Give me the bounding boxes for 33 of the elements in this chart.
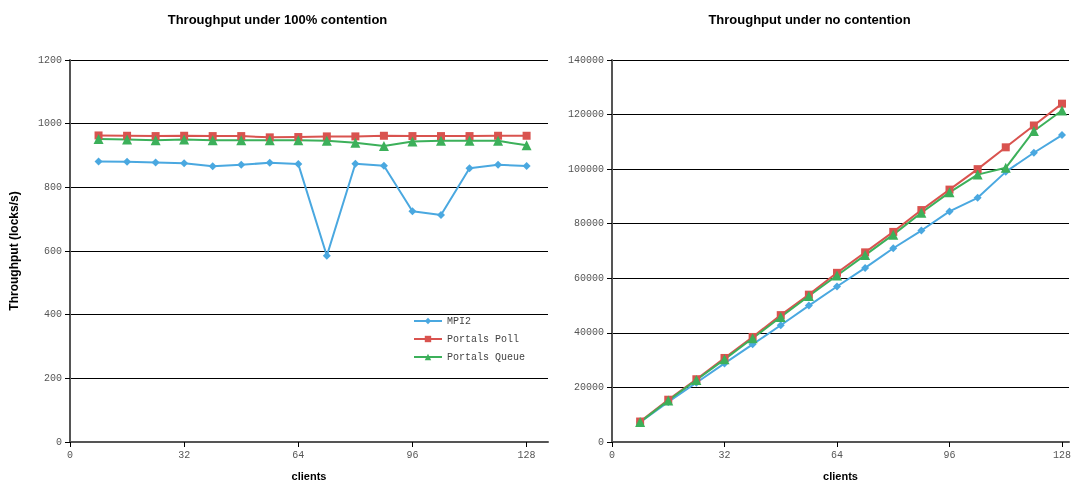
y-tick-label: 40000: [573, 327, 604, 339]
x-axis-title: clients: [823, 469, 858, 482]
y-tick-label: 120000: [567, 109, 604, 121]
y-tick-label: 600: [43, 245, 62, 257]
y-tick-label: 1000: [37, 118, 62, 130]
y-tick-label: 60000: [573, 272, 604, 284]
x-tick-label: 96: [406, 449, 419, 461]
x-tick-label: 64: [292, 449, 305, 461]
y-tick-label: 200: [43, 372, 62, 384]
legend-label: Portals Poll: [446, 333, 519, 345]
chart-title: Throughput under no contention: [708, 12, 911, 27]
y-tick-label: 1200: [37, 54, 62, 66]
legend-label: MPI2: [446, 315, 471, 327]
x-tick-label: 96: [943, 449, 956, 461]
x-tick-label: 32: [718, 449, 731, 461]
y-tick-label: 800: [43, 181, 62, 193]
x-tick-label: 128: [517, 449, 536, 461]
x-tick-label: 0: [608, 449, 616, 461]
y-tick-label: 0: [597, 436, 604, 448]
y-tick-label: 80000: [573, 218, 604, 230]
x-tick-label: 32: [178, 449, 191, 461]
x-axis-title: clients: [291, 469, 327, 482]
chart-title: Throughput under 100% contention: [167, 12, 388, 27]
y-axis-title: Throughput (locks/s): [7, 191, 21, 311]
y-tick-label: 140000: [567, 54, 604, 66]
x-tick-label: 0: [66, 449, 74, 461]
y-tick-label: 20000: [573, 381, 604, 393]
y-tick-label: 400: [43, 309, 62, 321]
x-tick-label: 64: [830, 449, 844, 461]
x-tick-label: 128: [1052, 449, 1072, 461]
legend-label: Portals Queue: [446, 351, 525, 363]
y-tick-label: 0: [55, 436, 62, 448]
y-tick-label: 100000: [567, 163, 604, 175]
